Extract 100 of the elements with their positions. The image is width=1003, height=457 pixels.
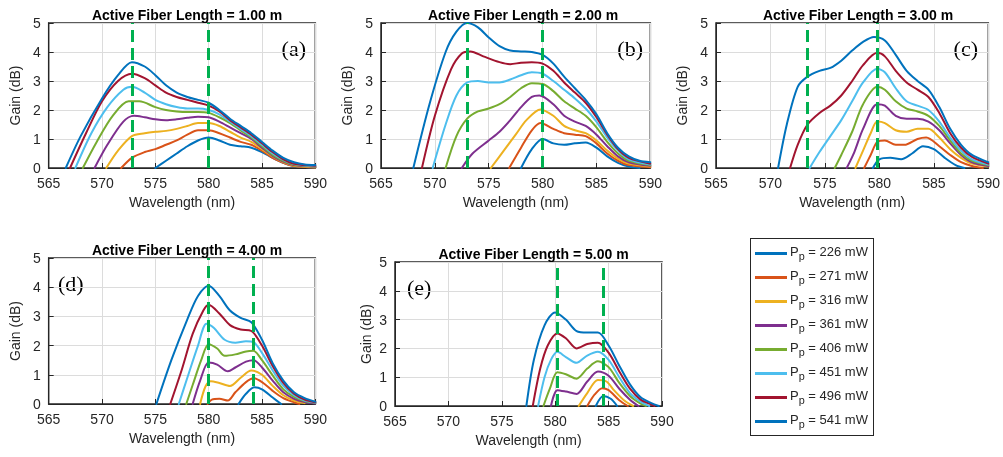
y-tick-label: 3 bbox=[379, 311, 388, 328]
legend-label: P$_{p}$ = 406 mW bbox=[790, 340, 868, 358]
y-tick-label: 0 bbox=[32, 160, 41, 176]
x-tick-label: 585 bbox=[922, 175, 946, 191]
line-series bbox=[777, 35, 990, 169]
line-series bbox=[586, 387, 629, 407]
legend-label: P$_{p}$ = 451 mW bbox=[790, 364, 868, 382]
line-series bbox=[549, 370, 640, 407]
legend-label: P$_{p}$ = 226 mW bbox=[790, 244, 868, 262]
y-tick-label: 1 bbox=[32, 366, 41, 383]
x-axis-title: Wavelength (nm) bbox=[462, 193, 569, 210]
x-tick-label: 575 bbox=[477, 175, 501, 191]
line-series bbox=[489, 108, 652, 169]
chart-title: Active Fiber Length = 5.00 m bbox=[438, 246, 629, 262]
y-tick-label: 1 bbox=[32, 131, 41, 147]
x-tick-label: 565 bbox=[37, 175, 61, 191]
line-series bbox=[833, 85, 990, 169]
x-tick-label: 575 bbox=[490, 413, 514, 429]
x-tick-label: 580 bbox=[543, 413, 568, 429]
y-tick-label: 0 bbox=[32, 396, 41, 412]
x-tick-label: 590 bbox=[303, 411, 328, 427]
line-series bbox=[520, 138, 641, 169]
y-tick-label: 3 bbox=[700, 73, 709, 89]
y-tick-label: 5 bbox=[32, 15, 41, 31]
chart-title: Active Fiber Length = 3.00 m bbox=[762, 7, 954, 23]
x-tick-label: 590 bbox=[650, 413, 674, 429]
x-tick-label: 570 bbox=[90, 411, 114, 427]
y-axis-title: Gain (dB) bbox=[7, 65, 23, 126]
x-tick-label: 565 bbox=[37, 411, 61, 427]
x-axis-title: Wavelength (nm) bbox=[475, 431, 582, 448]
y-axis-title: Gain (dB) bbox=[674, 65, 691, 126]
x-tick-label: 585 bbox=[584, 175, 609, 191]
x-tick-label: 585 bbox=[250, 175, 274, 191]
y-axis-title: Gain (dB) bbox=[358, 304, 374, 364]
x-tick-label: 575 bbox=[143, 175, 168, 191]
x-tick-label: 580 bbox=[196, 175, 221, 191]
y-tick-label: 1 bbox=[365, 131, 374, 147]
legend-label: P$_{p}$ = 316 mW bbox=[790, 292, 868, 310]
line-series bbox=[169, 303, 317, 405]
x-tick-label: 570 bbox=[90, 175, 114, 191]
x-tick-label: 580 bbox=[530, 175, 555, 191]
x-axis-title: Wavelength (nm) bbox=[128, 193, 236, 210]
y-tick-label: 5 bbox=[365, 15, 374, 31]
line-series bbox=[845, 103, 990, 169]
line-series bbox=[460, 94, 652, 169]
x-tick-label: 565 bbox=[704, 175, 728, 191]
line-series bbox=[237, 386, 283, 405]
x-tick-label: 565 bbox=[369, 175, 393, 191]
chart-title: Active Fiber Length = 4.00 m bbox=[91, 242, 283, 258]
y-tick-label: 2 bbox=[365, 102, 374, 118]
line-series bbox=[525, 311, 660, 407]
x-tick-label: 590 bbox=[976, 175, 1001, 191]
x-axis-title: Wavelength (nm) bbox=[128, 429, 236, 446]
y-tick-label: 3 bbox=[32, 73, 41, 89]
x-axis-title: Wavelength (nm) bbox=[799, 193, 906, 210]
line-series bbox=[206, 377, 301, 405]
line-series bbox=[577, 379, 635, 407]
y-tick-label: 1 bbox=[700, 131, 709, 147]
y-tick-label: 4 bbox=[365, 44, 374, 60]
x-tick-label: 580 bbox=[867, 175, 892, 191]
line-series bbox=[431, 71, 652, 169]
line-series bbox=[808, 67, 990, 169]
y-tick-label: 2 bbox=[379, 340, 388, 357]
line-series bbox=[537, 350, 651, 407]
y-tick-label: 0 bbox=[379, 398, 388, 414]
line-series bbox=[863, 136, 984, 169]
line-series bbox=[542, 360, 647, 407]
y-tick-label: 0 bbox=[365, 160, 374, 176]
y-tick-label: 0 bbox=[700, 160, 709, 176]
x-tick-label: 585 bbox=[250, 411, 274, 427]
x-tick-label: 570 bbox=[436, 413, 461, 429]
legend-label: P$_{p}$ = 271 mW bbox=[790, 268, 868, 286]
y-tick-label: 5 bbox=[700, 15, 709, 31]
line-series bbox=[871, 145, 966, 169]
chart-title: Active Fiber Length = 2.00 m bbox=[427, 7, 619, 23]
y-tick-label: 2 bbox=[32, 337, 41, 354]
y-tick-label: 4 bbox=[700, 44, 709, 60]
line-series bbox=[854, 120, 990, 169]
line-series bbox=[199, 369, 306, 405]
y-tick-label: 4 bbox=[32, 44, 41, 60]
y-axis-title: Gain (dB) bbox=[339, 65, 356, 126]
x-tick-label: 590 bbox=[303, 175, 328, 191]
legend-label: P$_{p}$ = 541 mW bbox=[790, 412, 868, 430]
chart-title: Active Fiber Length = 1.00 m bbox=[91, 7, 283, 23]
line-series bbox=[508, 122, 652, 169]
x-tick-label: 575 bbox=[143, 411, 168, 427]
line-series bbox=[531, 332, 656, 407]
y-tick-label: 2 bbox=[700, 102, 709, 118]
y-tick-label: 1 bbox=[379, 369, 388, 386]
y-axis-title: Gain (dB) bbox=[7, 301, 23, 361]
y-tick-label: 3 bbox=[365, 73, 374, 89]
x-tick-label: 580 bbox=[196, 411, 221, 427]
line-series bbox=[155, 284, 317, 405]
x-tick-label: 565 bbox=[383, 413, 407, 429]
y-tick-label: 5 bbox=[379, 254, 388, 270]
y-tick-label: 2 bbox=[32, 102, 41, 118]
y-tick-label: 4 bbox=[32, 279, 41, 296]
legend-label: P$_{p}$ = 361 mW bbox=[790, 316, 868, 334]
x-tick-label: 590 bbox=[638, 175, 663, 191]
y-tick-label: 4 bbox=[379, 282, 388, 299]
